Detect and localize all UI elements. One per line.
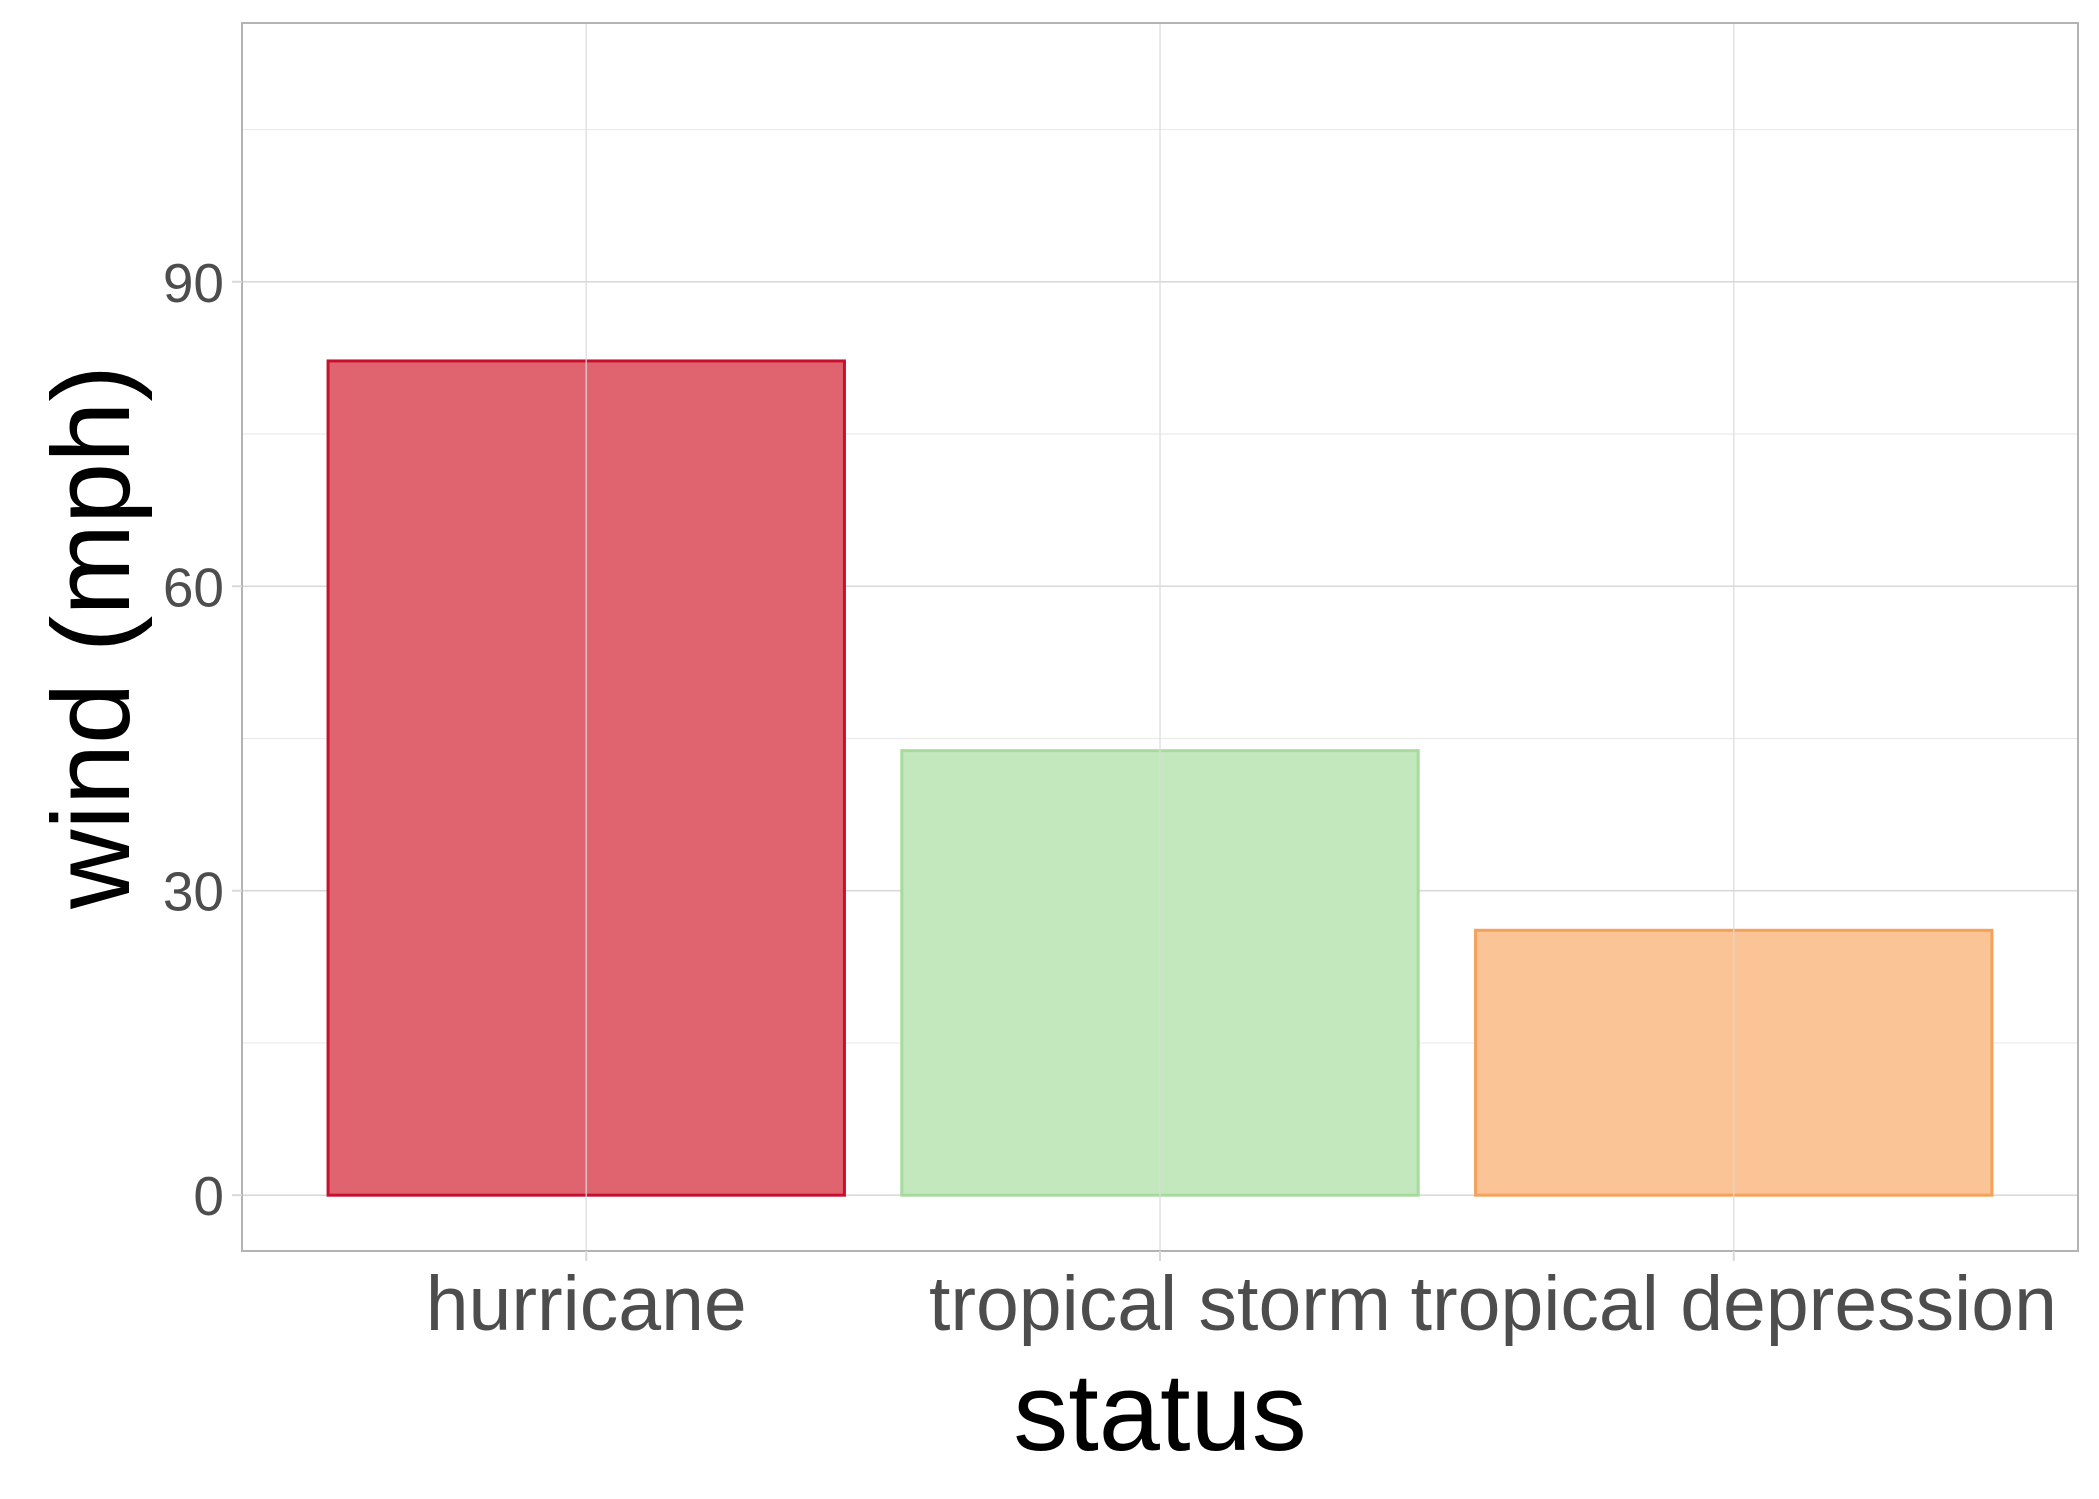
x-tick-label: tropical storm (929, 1261, 1391, 1347)
y-axis-ticks: 0 30 60 90 (163, 252, 242, 1227)
x-tick-label: hurricane (426, 1261, 747, 1347)
y-tick-label: 30 (163, 861, 224, 923)
y-tick-label: 60 (163, 556, 224, 618)
y-tick-label: 0 (193, 1165, 224, 1227)
y-tick-label: 90 (163, 252, 224, 314)
x-axis-ticks: hurricane tropical storm tropical depressi… (426, 1251, 2057, 1347)
vertical-grid-layer (585, 23, 1735, 1251)
x-axis-title: status (1013, 1351, 1306, 1474)
x-tick-label: tropical depression (1411, 1261, 2057, 1347)
y-axis-title: wind (mph) (30, 365, 153, 910)
